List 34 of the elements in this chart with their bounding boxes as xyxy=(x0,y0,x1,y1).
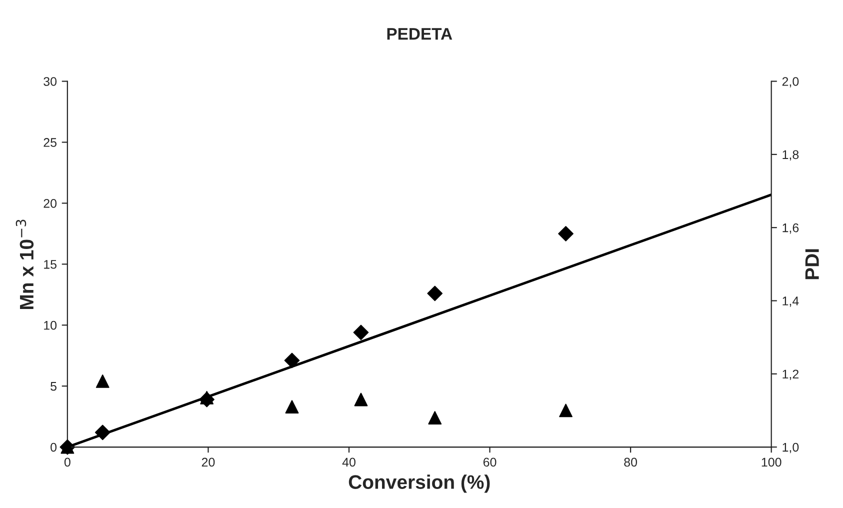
y-tick-label: 25 xyxy=(44,138,56,147)
y-tick-label: 30 xyxy=(44,77,57,86)
point xyxy=(96,374,110,388)
x-tick-label: 40 xyxy=(342,458,356,467)
x-axis-title: Conversion (%) xyxy=(348,474,490,493)
y2-tick-label: 1,0 xyxy=(782,442,799,454)
y2-tick-label: 1,4 xyxy=(782,296,799,307)
x-tick-label: 60 xyxy=(483,458,496,467)
point xyxy=(427,286,443,302)
y2-tick-label: 1,2 xyxy=(782,370,799,380)
x-tick-label: 20 xyxy=(202,458,215,467)
point xyxy=(200,390,214,404)
y2-axis-title: PDI xyxy=(805,249,819,280)
y2-tick-label: 2,0 xyxy=(782,77,799,88)
y-tick-label: 20 xyxy=(44,199,57,208)
y-tick-label: 0 xyxy=(50,442,57,452)
point xyxy=(94,424,110,440)
x-tick-label: 80 xyxy=(624,458,638,467)
point xyxy=(354,392,368,406)
y-tick-label: 15 xyxy=(44,260,56,269)
point xyxy=(428,411,442,424)
point xyxy=(558,226,574,242)
y2-tick-label: 1,8 xyxy=(782,150,799,161)
x-tick-label: 100 xyxy=(762,458,782,467)
chart-title: PEDETA xyxy=(387,28,452,40)
point xyxy=(285,400,299,414)
point xyxy=(559,404,573,418)
y-tick-label: 5 xyxy=(50,382,56,391)
y2-tick-label: 1,6 xyxy=(782,223,799,234)
y-axis-title: Mn x 10$^{−3}$ xyxy=(16,220,34,309)
x-tick-label: 0 xyxy=(64,458,70,467)
point xyxy=(284,352,300,368)
y-tick-label: 10 xyxy=(44,320,57,330)
point xyxy=(353,324,369,340)
